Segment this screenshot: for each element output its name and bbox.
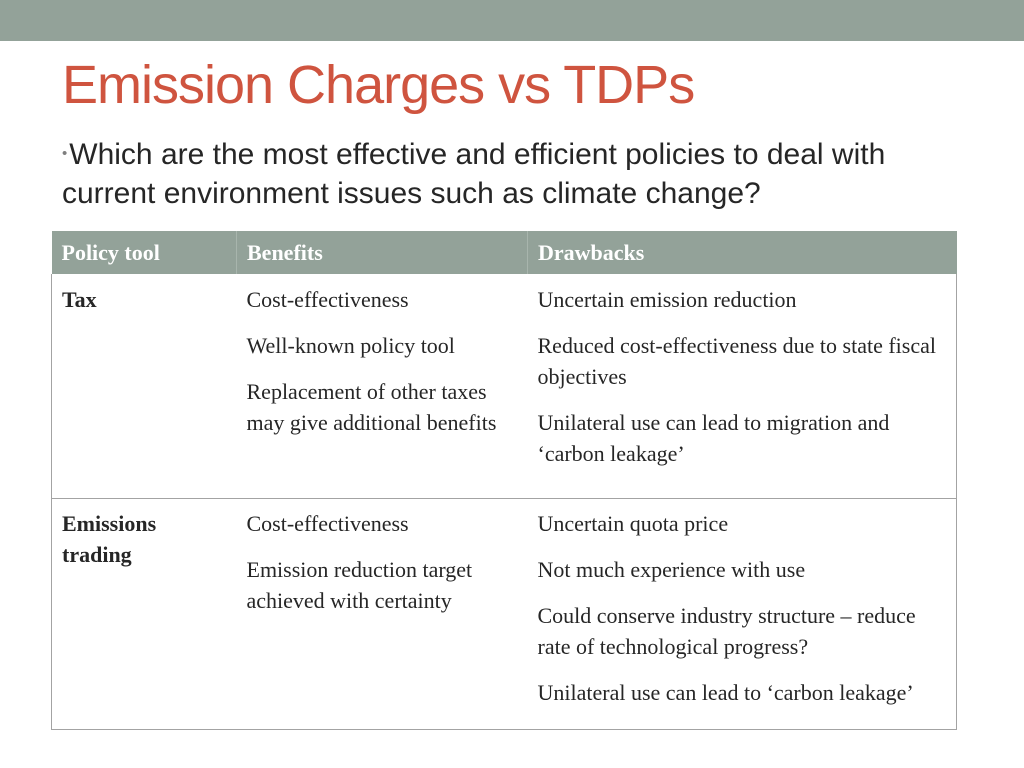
header-benefits: Benefits: [236, 231, 528, 274]
benefit-item: Replacement of other taxes may give addi…: [246, 379, 497, 435]
policy-cell: Tax: [51, 274, 237, 499]
drawback-item: Uncertain quota price: [537, 511, 729, 536]
drawback-item: Unilateral use can lead to migration and…: [537, 410, 890, 466]
drawbacks-cell: Uncertain emission reduction Reduced cos…: [527, 274, 957, 499]
header-drawbacks: Drawbacks: [527, 231, 957, 274]
drawbacks-cell: Uncertain quota price Not much experienc…: [527, 498, 957, 730]
bullet-marker: •: [62, 145, 68, 162]
policy-name: Emissions trading: [62, 511, 157, 567]
benefits-cell: Cost-effectiveness Emission reduction ta…: [236, 498, 528, 730]
benefit-item: Emission reduction target achieved with …: [246, 557, 473, 613]
drawback-item: Not much experience with use: [537, 557, 806, 582]
policy-cell: Emissions trading: [51, 498, 237, 730]
drawback-item: Unilateral use can lead to ‘carbon leaka…: [537, 680, 914, 705]
benefit-item: Well-known policy tool: [246, 333, 455, 358]
table-header-row: Policy tool Benefits Drawbacks: [51, 231, 957, 274]
slide-title: Emission Charges vs TDPs: [62, 55, 695, 115]
policy-name: Tax: [62, 287, 97, 312]
table-row: Tax Cost-effectiveness Well-known policy…: [51, 274, 957, 499]
drawback-item: Uncertain emission reduction: [537, 287, 797, 312]
benefit-item: Cost-effectiveness: [246, 287, 409, 312]
drawback-item: Reduced cost-effectiveness due to state …: [537, 333, 937, 389]
header-band: [0, 0, 1024, 41]
drawback-item: Could conserve industry structure – redu…: [537, 603, 916, 659]
benefits-cell: Cost-effectiveness Well-known policy too…: [236, 274, 528, 499]
benefit-item: Cost-effectiveness: [246, 511, 409, 536]
bullet-text: Which are the most effective and efficie…: [62, 138, 886, 210]
bullet-point: •Which are the most effective and effici…: [62, 134, 962, 213]
policy-comparison-table: Policy tool Benefits Drawbacks Tax Cost-…: [51, 231, 957, 730]
header-policy-tool: Policy tool: [51, 231, 237, 274]
table-row: Emissions trading Cost-effectiveness Emi…: [51, 498, 957, 730]
